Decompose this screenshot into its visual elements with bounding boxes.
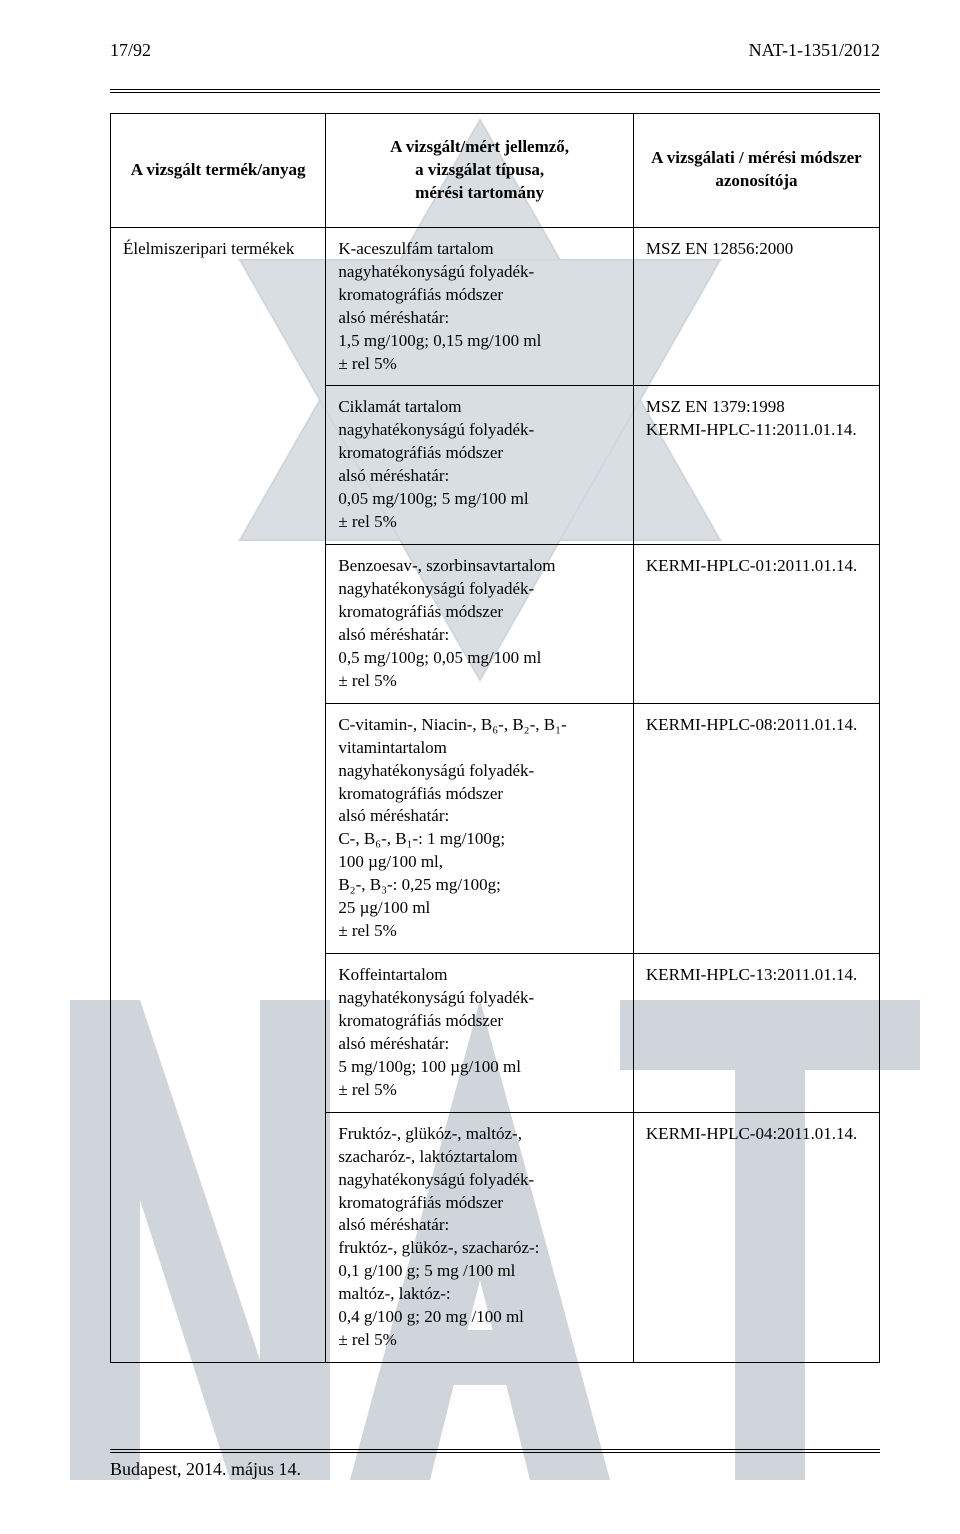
document-id: NAT-1-1351/2012 [749,40,880,61]
method-cell: KERMI-HPLC-08:2011.01.14. [633,703,879,953]
method-cell: KERMI-HPLC-04:2011.01.14. [633,1112,879,1362]
method-cell: MSZ EN 1379:1998 KERMI-HPLC-11:2011.01.1… [633,386,879,545]
product-cell: Élelmiszeripari termékek [111,227,326,1362]
desc-cell: Koffeintartalom nagyhatékonyságú folyadé… [326,954,634,1113]
col-header-attribute: A vizsgált/mért jellemző, a vizsgálat tí… [326,114,634,228]
top-rule [110,89,880,93]
analysis-table: A vizsgált termék/anyag A vizsgált/mért … [110,113,880,1363]
desc-cell: Benzoesav-, szorbinsavtartalom nagyhaték… [326,545,634,704]
method-cell: MSZ EN 12856:2000 [633,227,879,386]
method-cell: KERMI-HPLC-01:2011.01.14. [633,545,879,704]
desc-cell: Ciklamát tartalom nagyhatékonyságú folya… [326,386,634,545]
col-header-product: A vizsgált termék/anyag [111,114,326,228]
col-header-method: A vizsgálati / mérési módszer azonosítój… [633,114,879,228]
table-row: Élelmiszeripari termékek K-aceszulfám ta… [111,227,880,386]
footer-text: Budapest, 2014. május 14. [110,1459,880,1480]
method-cell: KERMI-HPLC-13:2011.01.14. [633,954,879,1113]
page-header: 17/92 NAT-1-1351/2012 [110,40,880,61]
page-number: 17/92 [110,40,151,61]
desc-cell: Fruktóz-, glükóz-, maltóz-, szacharóz-, … [326,1112,634,1362]
desc-cell: K-aceszulfám tartalom nagyhatékonyságú f… [326,227,634,386]
desc-cell: C-vitamin-, Niacin-, B₆-, B₂-, B₁- vitam… [326,703,634,953]
table-header-row: A vizsgált termék/anyag A vizsgált/mért … [111,114,880,228]
page-footer: Budapest, 2014. május 14. [110,1449,880,1480]
